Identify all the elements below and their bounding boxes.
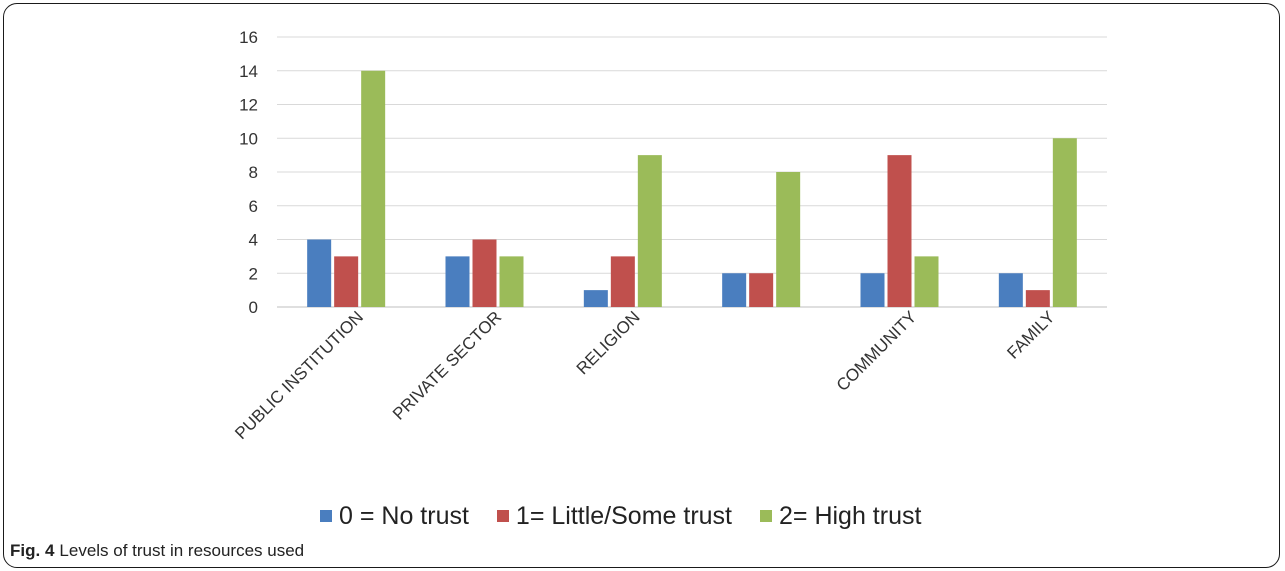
figure-caption: Fig. 4 Levels of trust in resources used xyxy=(10,541,304,561)
bar xyxy=(446,256,470,307)
y-tick-label: 8 xyxy=(249,163,258,182)
y-tick-label: 4 xyxy=(249,231,258,250)
chart-legend: 0 = No trust 1= Little/Some trust 2= Hig… xyxy=(320,498,949,534)
bar xyxy=(1053,138,1077,307)
bar xyxy=(611,256,635,307)
y-tick-label: 6 xyxy=(249,197,258,216)
legend-item-high-trust: 2= High trust xyxy=(760,502,921,531)
legend-label-no-trust: 0 = No trust xyxy=(339,502,469,531)
bar xyxy=(1026,290,1050,307)
bar xyxy=(861,273,885,307)
legend-swatch-no-trust xyxy=(320,510,332,522)
x-tick-label: COMMUNITY xyxy=(833,307,921,395)
bar xyxy=(361,71,385,307)
legend-item-no-trust: 0 = No trust xyxy=(320,502,469,531)
legend-label-high-trust: 2= High trust xyxy=(779,502,921,531)
bar xyxy=(334,256,358,307)
legend-label-little-some-trust: 1= Little/Some trust xyxy=(516,502,732,531)
bar xyxy=(473,240,497,308)
y-tick-label: 14 xyxy=(239,62,258,81)
bar xyxy=(584,290,608,307)
y-tick-label: 10 xyxy=(239,129,258,148)
bar-chart: 0 2 4 6 8 10 12 14 16 PUBLIC INSTITUTION PRIVATE S… xyxy=(0,0,1285,500)
y-tick-label: 2 xyxy=(249,264,258,283)
y-tick-label: 0 xyxy=(249,298,258,317)
bar xyxy=(638,155,662,307)
bar xyxy=(722,273,746,307)
x-tick-label: FAMILY xyxy=(1003,307,1058,362)
bar xyxy=(749,273,773,307)
x-tick-label: RELIGION xyxy=(573,307,644,378)
bar xyxy=(776,172,800,307)
bar xyxy=(915,256,939,307)
figure-caption-label: Fig. 4 xyxy=(10,541,54,560)
bar xyxy=(999,273,1023,307)
y-tick-label: 16 xyxy=(239,28,258,47)
figure-caption-text: Levels of trust in resources used xyxy=(59,541,304,560)
legend-swatch-high-trust xyxy=(760,510,772,522)
x-tick-label: PUBLIC INSTITUTION xyxy=(231,307,367,443)
y-tick-label: 12 xyxy=(239,96,258,115)
legend-item-little-some-trust: 1= Little/Some trust xyxy=(497,502,732,531)
x-tick-label: PRIVATE SECTOR xyxy=(389,307,505,423)
bar xyxy=(307,240,331,308)
bar xyxy=(888,155,912,307)
bar xyxy=(500,256,524,307)
legend-swatch-little-some-trust xyxy=(497,510,509,522)
